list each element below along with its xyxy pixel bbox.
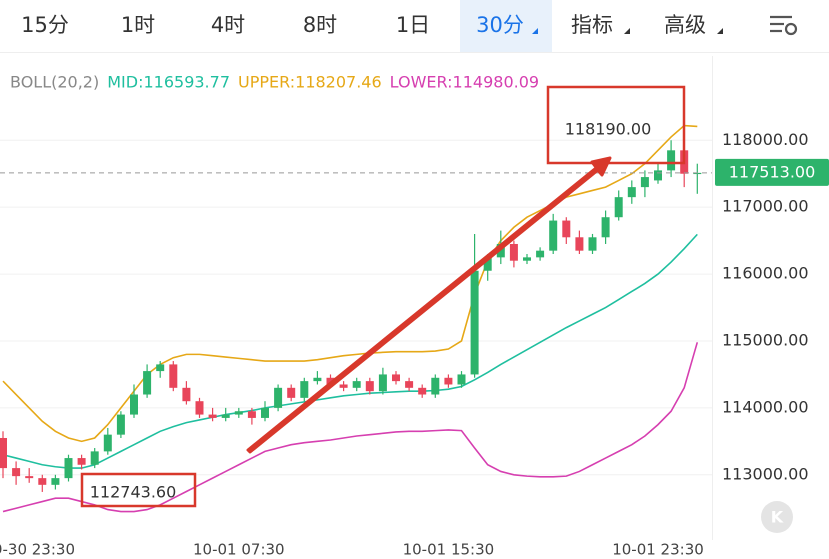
legend-entry: LOWER:114980.09 [390, 73, 539, 92]
tab[interactable]: 高级 [664, 13, 706, 37]
candle-body [640, 177, 649, 188]
candle-body [627, 187, 636, 198]
dropdown-caret [717, 28, 723, 34]
candle-body [326, 377, 335, 385]
tab[interactable]: 30分 [476, 13, 524, 37]
tab[interactable]: 指标 [571, 13, 613, 37]
y-tick-label: 115000.00 [722, 330, 809, 349]
annotation-box [80, 472, 197, 508]
tab[interactable]: 8时 [303, 13, 337, 37]
candle-body [588, 237, 597, 251]
candle-body [300, 381, 309, 398]
candle-body [431, 377, 440, 395]
x-tick-label: 10-01 23:30 [612, 541, 704, 559]
tab[interactable]: 1日 [396, 13, 430, 37]
tab[interactable]: 4时 [211, 13, 245, 37]
candle-body [234, 411, 243, 415]
band-line [2, 124, 698, 443]
candle-body [483, 257, 492, 271]
candle-body [103, 434, 112, 452]
candle-body [90, 451, 99, 465]
candle-body [444, 377, 453, 385]
band-line [2, 342, 699, 513]
candle-body [562, 220, 571, 238]
svg-text:K: K [771, 508, 784, 527]
last-price-label: 117513.00 [729, 162, 816, 181]
candle-body [693, 172, 702, 175]
candle-body [130, 394, 138, 415]
candle-body [25, 476, 34, 479]
tab[interactable]: 1时 [121, 13, 155, 37]
candle-body [38, 478, 47, 485]
x-tick-label: 10-01 15:30 [403, 541, 495, 559]
candle-body [287, 387, 296, 398]
annotation-label: 112743.60 [90, 483, 177, 502]
active-tab-bg [460, 0, 552, 52]
candle-body [575, 237, 584, 251]
trend-arrow [246, 156, 612, 454]
candle-body [601, 217, 610, 238]
candle-body [614, 197, 623, 218]
candle-body [195, 401, 204, 415]
candle-body [274, 387, 283, 408]
candle-body [365, 381, 374, 392]
annotation-label: 118190.00 [565, 120, 652, 139]
settings-icon[interactable] [770, 15, 798, 36]
dropdown-caret [624, 28, 630, 34]
legend-entry: MID:116593.77 [107, 73, 230, 92]
candle-body [116, 414, 125, 435]
candle-body [247, 411, 256, 418]
candle-body [77, 458, 86, 465]
candle-body [509, 243, 518, 261]
logo: K [761, 501, 793, 533]
candle-body [418, 387, 427, 395]
x-tick-label: 09-30 23:30 [0, 541, 75, 559]
candle-body [156, 364, 165, 372]
y-tick-label: 116000.00 [722, 264, 809, 283]
candle-body [523, 257, 531, 261]
candle-body [313, 377, 322, 382]
band-line [2, 233, 698, 469]
x-tick-label: 10-01 07:30 [193, 541, 285, 559]
candle-body [221, 414, 230, 418]
candle-body [143, 371, 152, 395]
candle-body [536, 250, 545, 258]
candle-body [0, 437, 7, 469]
candle-body [169, 364, 178, 388]
y-tick-label: 117000.00 [722, 197, 809, 216]
candle-body [64, 458, 73, 479]
candle-body [339, 384, 348, 388]
candle-body [392, 374, 400, 382]
y-tick-label: 118000.00 [722, 130, 809, 149]
candle-body [654, 170, 662, 181]
indicator-label: BOLL(20,2) [10, 73, 99, 92]
candle-body [208, 414, 217, 418]
dropdown-caret [532, 28, 538, 34]
candle-body [405, 381, 414, 388]
candle-body [352, 381, 361, 388]
candle-body [182, 387, 191, 402]
candle-body [457, 374, 466, 385]
tab[interactable]: 15分 [21, 13, 69, 37]
last-price-badge [715, 158, 829, 186]
candle-body [51, 478, 60, 485]
candle-body [470, 270, 479, 375]
y-tick-label: 113000.00 [722, 464, 809, 483]
legend-entry: UPPER:118207.46 [238, 73, 382, 92]
candle-body [549, 220, 558, 251]
candle-body [378, 374, 387, 392]
candle-body [12, 468, 21, 477]
candle-body [261, 407, 269, 418]
candle-body [667, 150, 676, 171]
y-tick-label: 114000.00 [722, 397, 809, 416]
annotation-box [546, 85, 686, 165]
